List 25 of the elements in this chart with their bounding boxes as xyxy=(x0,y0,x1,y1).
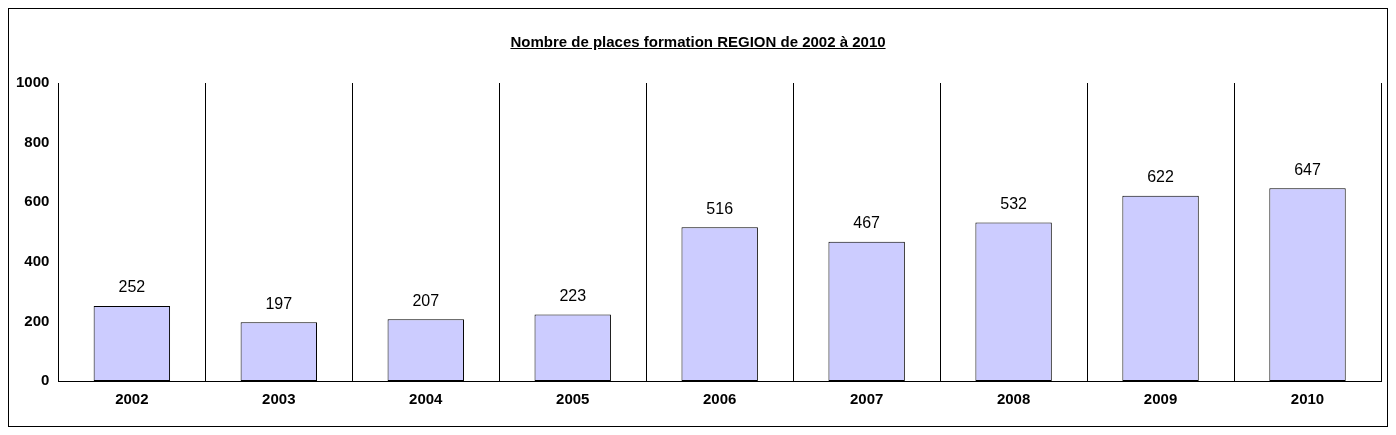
x-tick-label: 2004 xyxy=(409,390,444,408)
data-label: 223 xyxy=(559,286,587,304)
data-label: 647 xyxy=(1294,160,1321,178)
x-tick-label: 2007 xyxy=(849,390,884,408)
y-tick-label: 200 xyxy=(24,311,50,329)
x-tick-label: 2005 xyxy=(556,390,590,408)
x-tick-label: 2002 xyxy=(115,390,149,408)
x-tick-label: 2003 xyxy=(262,390,296,408)
x-tick-label: 2008 xyxy=(996,390,1031,408)
x-tick-label: 2009 xyxy=(1143,390,1178,408)
data-label: 252 xyxy=(118,278,146,296)
data-label: 467 xyxy=(853,214,881,232)
data-label: 516 xyxy=(706,199,734,217)
y-tick-label: 600 xyxy=(24,192,50,210)
y-tick-label: 400 xyxy=(24,251,50,269)
data-label: 622 xyxy=(1147,168,1175,186)
y-tick-label: 800 xyxy=(24,132,50,150)
data-label: 207 xyxy=(412,291,440,309)
x-tick-label: 2010 xyxy=(1290,390,1325,408)
data-label: 532 xyxy=(1000,194,1028,212)
y-tick-label: 0 xyxy=(41,371,50,389)
data-label: 197 xyxy=(265,294,293,312)
chart-title: Nombre de places formation REGION de 2002 à 2010 xyxy=(509,32,887,52)
y-tick-label: 1000 xyxy=(15,73,50,91)
x-tick-label: 2006 xyxy=(703,390,737,408)
